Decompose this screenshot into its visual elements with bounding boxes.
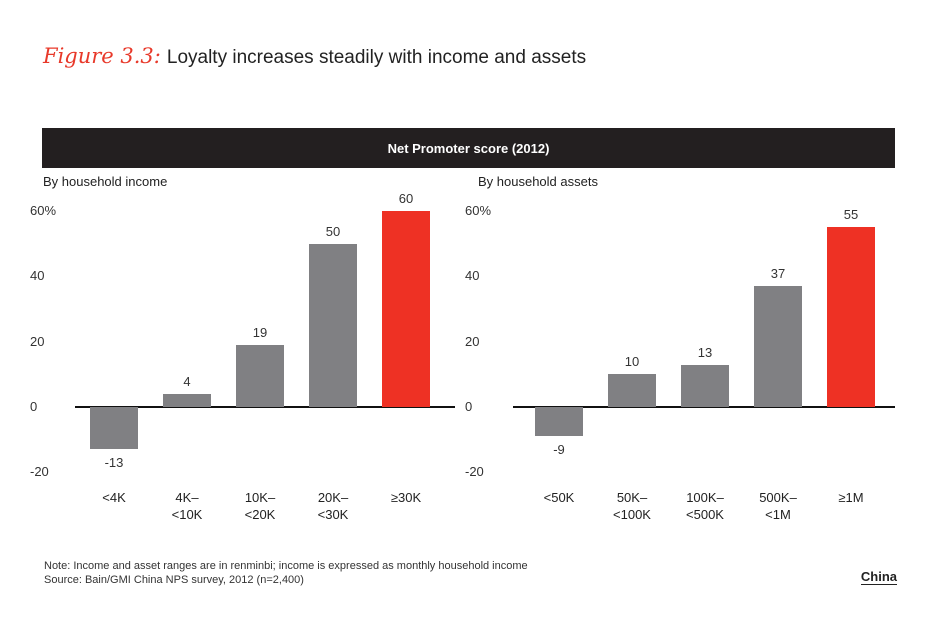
figure-title: Figure 3.3: Loyalty increases steadily wi… bbox=[43, 44, 586, 69]
bar bbox=[827, 227, 875, 407]
zero-axis bbox=[513, 406, 895, 408]
bar bbox=[309, 243, 357, 407]
category-label: 20K– <30K bbox=[317, 490, 349, 522]
data-label: 13 bbox=[697, 344, 713, 360]
data-label: 55 bbox=[843, 207, 859, 223]
bar bbox=[608, 374, 656, 407]
category-label: 4K– <10K bbox=[171, 490, 203, 522]
y-tick-label: 20 bbox=[465, 333, 480, 349]
data-label: 19 bbox=[252, 324, 268, 340]
footnote-note: Note: Income and asset ranges are in ren… bbox=[44, 560, 528, 572]
category-label: 50K– <100K bbox=[613, 490, 651, 522]
figure-label: Figure 3.3: bbox=[43, 44, 161, 68]
data-label: 4 bbox=[183, 373, 191, 389]
bar bbox=[754, 286, 802, 407]
y-tick-label: 0 bbox=[30, 399, 38, 414]
region-badge: China bbox=[860, 569, 897, 585]
footnote-source: Source: Bain/GMI China NPS survey, 2012 … bbox=[44, 574, 304, 586]
data-label: -9 bbox=[553, 442, 565, 458]
zero-axis bbox=[75, 406, 455, 408]
category-label: 500K– <1M bbox=[759, 490, 797, 522]
category-label: ≥30K bbox=[390, 490, 422, 505]
bar bbox=[382, 211, 430, 407]
y-tick-label: -20 bbox=[465, 464, 484, 480]
panel-subtitle: By household assets bbox=[478, 174, 598, 189]
category-label: 100K– <500K bbox=[686, 490, 724, 522]
data-label: -13 bbox=[104, 455, 124, 471]
y-tick-label: 40 bbox=[30, 268, 45, 284]
y-tick-label: 60% bbox=[30, 203, 57, 218]
category-label: ≥1M bbox=[838, 490, 864, 505]
data-label: 37 bbox=[770, 266, 786, 282]
bar bbox=[163, 393, 211, 407]
category-label: <4K bbox=[102, 490, 126, 505]
y-tick-label: 40 bbox=[465, 268, 480, 284]
y-tick-label: -20 bbox=[30, 464, 49, 480]
y-tick-label: 20 bbox=[30, 333, 45, 349]
bar bbox=[236, 344, 284, 407]
bar bbox=[90, 407, 138, 450]
data-label: 60 bbox=[398, 191, 414, 206]
data-label: 10 bbox=[624, 354, 640, 370]
y-tick-label: 0 bbox=[465, 399, 473, 414]
data-label: 50 bbox=[325, 223, 341, 239]
chart-banner: Net Promoter score (2012) bbox=[42, 128, 895, 168]
category-label: 10K– <20K bbox=[244, 490, 276, 522]
figure-title-text: Loyalty increases steadily with income a… bbox=[166, 47, 587, 68]
bar bbox=[681, 364, 729, 407]
panel-subtitle: By household income bbox=[43, 174, 168, 189]
category-label: <50K bbox=[543, 490, 575, 505]
y-tick-label: 60% bbox=[465, 203, 492, 218]
banner-title: Net Promoter score (2012) bbox=[387, 140, 550, 156]
bar bbox=[535, 407, 583, 437]
